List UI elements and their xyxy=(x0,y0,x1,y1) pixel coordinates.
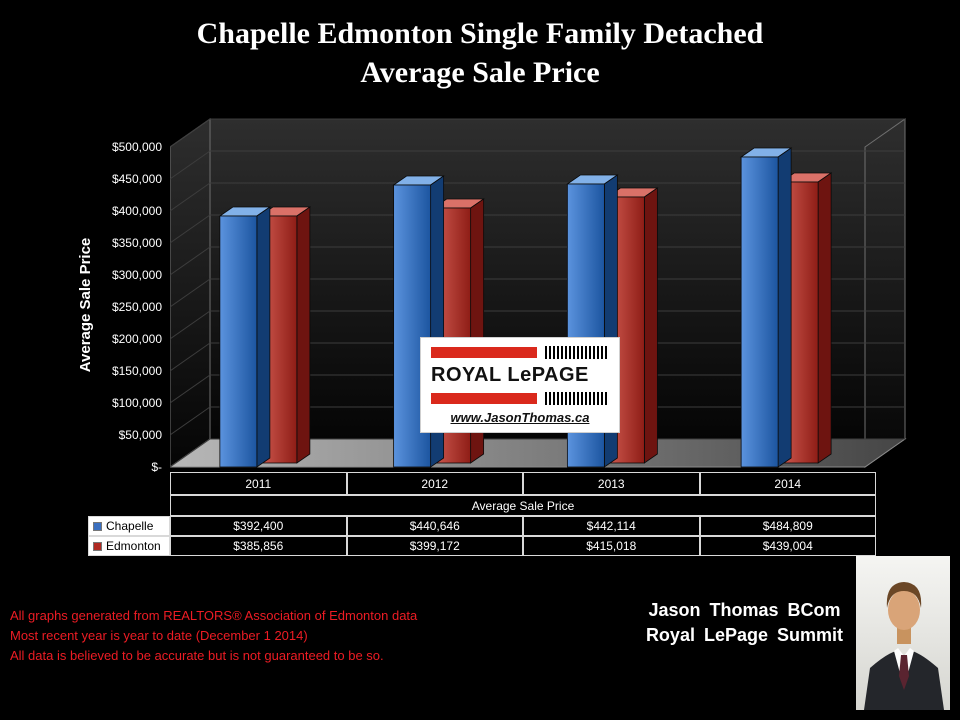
right-wall xyxy=(864,118,906,468)
gridline-left xyxy=(170,406,211,436)
y-tick-label: $450,000 xyxy=(111,172,162,186)
logo-top-row xyxy=(431,345,609,359)
gridline-left xyxy=(170,438,211,468)
gridline-left xyxy=(170,214,211,244)
table-header-cell: Average Sale Price xyxy=(170,495,876,516)
y-tick-label: $100,000 xyxy=(111,396,162,410)
plot-svg xyxy=(170,118,907,468)
disclaimer-line-1: All graphs generated from REALTORS® Asso… xyxy=(10,608,418,623)
table-value-cell: $442,114 xyxy=(523,516,700,536)
legend-key-icon xyxy=(93,541,102,551)
barcode-icon xyxy=(545,345,609,359)
legend-cell-chapelle: Chapelle xyxy=(88,516,170,536)
disclaimer-text: All graphs generated from REALTORS® Asso… xyxy=(10,606,417,666)
logo-bottom-row xyxy=(431,391,609,405)
agent-company: Royal LePage Summit xyxy=(645,625,843,645)
y-tick-label: $200,000 xyxy=(111,332,162,346)
table-value-cell: $392,400 xyxy=(170,516,347,536)
bar-side-edmonton xyxy=(643,187,658,464)
disclaimer-line-3: All data is believed to be accurate but … xyxy=(10,648,384,663)
gridline-left xyxy=(170,310,211,340)
legend-key-icon xyxy=(93,521,102,531)
y-tick-label: $500,000 xyxy=(111,140,162,154)
chart-title-line2: Average Sale Price xyxy=(360,56,600,89)
gridline-left xyxy=(170,246,211,276)
table-year-cell: 2014 xyxy=(699,472,876,495)
y-tick-label: $300,000 xyxy=(111,268,162,282)
y-tick-label: $50,000 xyxy=(118,428,162,442)
logo-website: www.JasonThomas.ca xyxy=(450,410,590,425)
logo-red-bar xyxy=(431,346,537,358)
chart-title-line1: Chapelle Edmonton Single Family Detached xyxy=(196,17,764,50)
bar-chapelle-2014 xyxy=(740,156,779,468)
bar-side-edmonton xyxy=(817,172,832,464)
gridline-left xyxy=(170,150,211,180)
y-tick-label: $400,000 xyxy=(111,204,162,218)
gridline-left xyxy=(170,182,211,212)
barcode-icon xyxy=(545,391,609,405)
table-value-cell: $385,856 xyxy=(170,536,347,556)
gridline-left xyxy=(170,118,211,148)
table-spacer xyxy=(88,472,170,495)
legend-cell-edmonton: Edmonton xyxy=(88,536,170,556)
table-year-cell: 2012 xyxy=(346,472,523,495)
y-tick-label: $350,000 xyxy=(111,236,162,250)
y-tick-label: $250,000 xyxy=(111,300,162,314)
disclaimer-line-2: Most recent year is year to date (Decemb… xyxy=(10,628,308,643)
bar-chapelle-2011 xyxy=(219,215,258,468)
agent-name: Jason Thomas BCom xyxy=(648,600,841,620)
bar-side-chapelle xyxy=(256,206,271,468)
agent-portrait-illustration xyxy=(856,556,950,710)
y-tick-label: $150,000 xyxy=(111,364,162,378)
gridline-left xyxy=(170,278,211,308)
table-value-cell: $415,018 xyxy=(523,536,700,556)
table-value-cell: $399,172 xyxy=(346,536,523,556)
chart-title: Chapelle Edmonton Single Family Detached… xyxy=(0,14,960,92)
bar-side-chapelle xyxy=(777,147,792,468)
y-axis-title: Average Sale Price xyxy=(77,237,94,373)
gridline-left xyxy=(170,342,211,372)
logo-brand-text: ROYAL LePAGE xyxy=(431,364,589,386)
bar-side-edmonton xyxy=(296,206,311,464)
royal-lepage-logo: ROYAL LePAGE www.JasonThomas.ca xyxy=(420,337,620,433)
table-value-cell: $439,004 xyxy=(699,536,876,556)
data-table: 2011 2012 2013 2014 Average Sale Price Chapel… xyxy=(88,472,876,556)
table-value-cell: $484,809 xyxy=(699,516,876,536)
agent-info: Jason Thomas BCom Royal LePage Summit xyxy=(646,598,843,648)
table-spacer xyxy=(88,495,170,516)
agent-photo xyxy=(856,556,950,710)
table-year-cell: 2011 xyxy=(170,472,347,495)
gridline-left xyxy=(170,374,211,404)
table-value-cell: $440,646 xyxy=(346,516,523,536)
table-year-cell: 2013 xyxy=(523,472,700,495)
logo-red-bar xyxy=(431,392,537,404)
